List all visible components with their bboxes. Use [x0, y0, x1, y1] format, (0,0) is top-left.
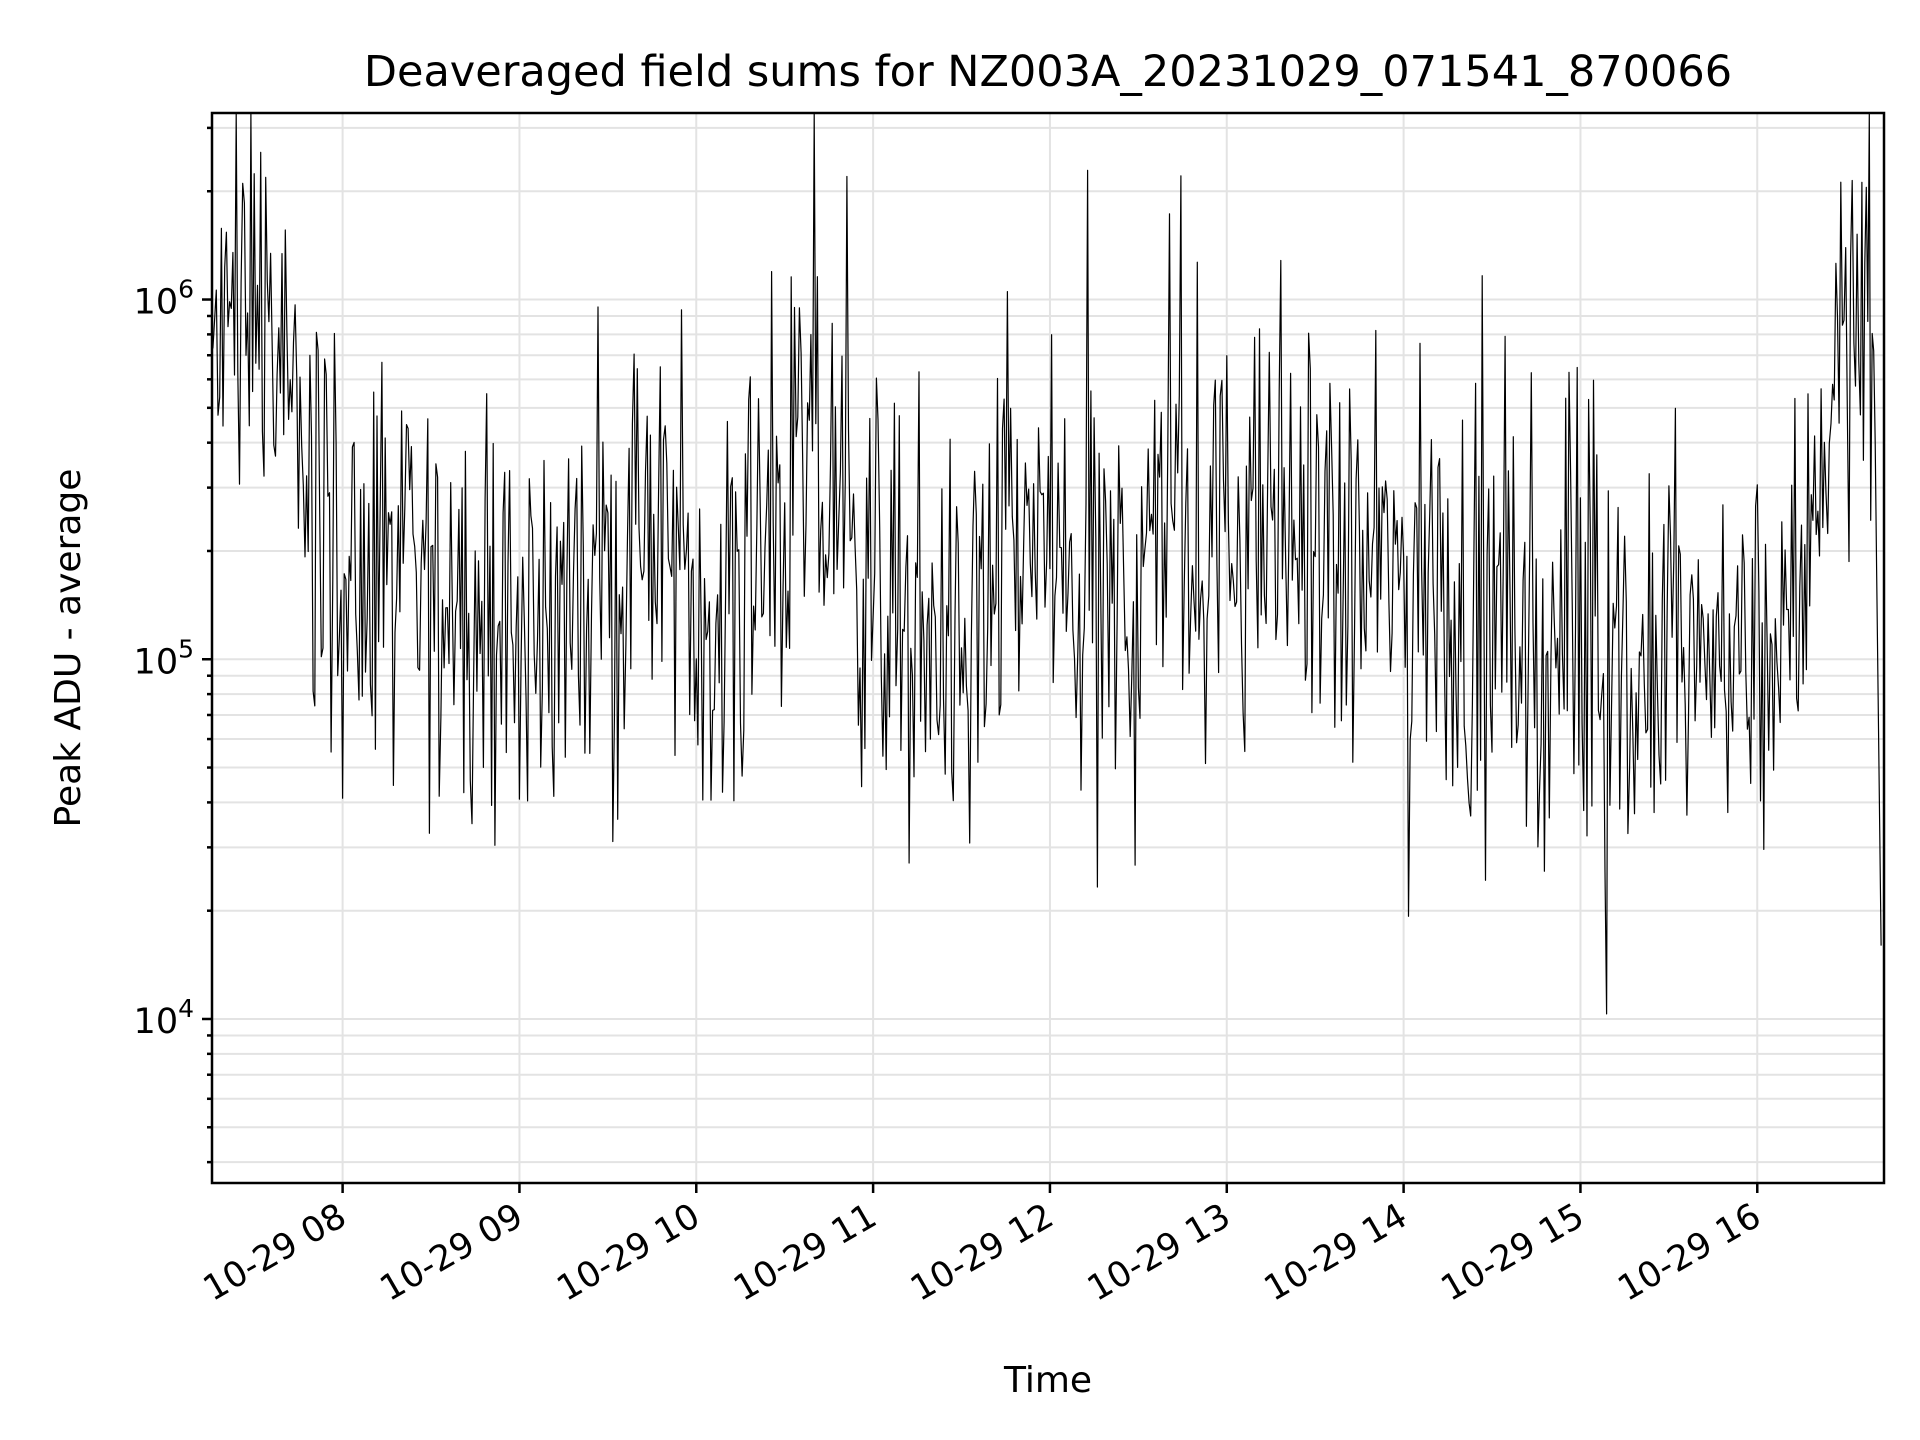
chart-title: Deaveraged field sums for NZ003A_2023102…	[364, 47, 1732, 97]
y-tick-label: 106	[134, 275, 194, 323]
plot-frame	[210, 111, 1886, 1185]
x-axis-label: Time	[1003, 1360, 1092, 1401]
y-tick-label: 105	[134, 634, 194, 682]
series-line	[212, 112, 1882, 1015]
y-axis-label: Peak ADU - average	[48, 469, 89, 828]
y-tick-label: 104	[134, 994, 194, 1042]
axis-ticks	[202, 126, 1759, 1193]
grid-lines	[212, 113, 1884, 1183]
